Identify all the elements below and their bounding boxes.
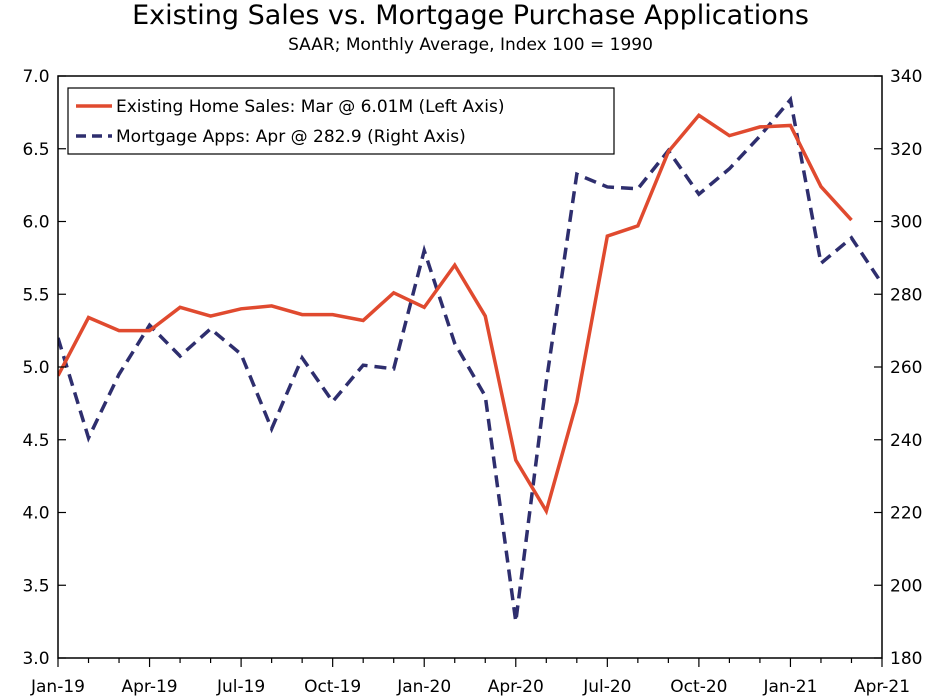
legend: Existing Home Sales: Mar @ 6.01M (Left A… <box>67 87 615 155</box>
x-axis-tick-label: Jan-19 <box>30 677 85 697</box>
chart-title: Existing Sales vs. Mortgage Purchase App… <box>132 0 809 31</box>
series-layer <box>58 95 882 622</box>
right-axis-tick-label: 340 <box>890 67 922 87</box>
left-axis-tick-label: 5.0 <box>22 358 49 378</box>
x-axis-tick-label: Apr-19 <box>122 677 178 697</box>
x-axis-tick-label: Apr-21 <box>854 677 910 697</box>
series-line-mortgage-apps <box>58 95 882 622</box>
legend-label-mortgage-apps: Mortgage Apps: Apr @ 282.9 (Right Axis) <box>116 127 466 147</box>
x-axis-tick-label: Jul-19 <box>216 677 265 697</box>
left-axis-tick-label: 5.5 <box>22 285 49 305</box>
right-axis-tick-label: 220 <box>890 504 922 524</box>
right-axis-tick-label: 240 <box>890 431 922 451</box>
right-axis-tick-label: 200 <box>890 576 922 596</box>
x-axis-tick-label: Oct-20 <box>670 677 727 697</box>
series-line-existing-sales <box>58 112 853 516</box>
legend-label-existing-sales: Existing Home Sales: Mar @ 6.01M (Left A… <box>116 97 504 117</box>
x-axis-tick-label: Jul-20 <box>582 677 631 697</box>
left-axis-tick-label: 6.0 <box>22 213 49 233</box>
right-axis-tick-label: 320 <box>890 140 922 160</box>
right-axis-tick-label: 180 <box>890 649 922 669</box>
x-axis-tick-label: Oct-19 <box>304 677 361 697</box>
left-axis-tick-label: 3.0 <box>22 649 49 669</box>
x-axis-tick-label: Jan-21 <box>762 677 817 697</box>
legend-box <box>67 87 615 155</box>
chart-subtitle: SAAR; Monthly Average, Index 100 = 1990 <box>288 35 653 55</box>
right-axis-tick-label: 300 <box>890 213 922 233</box>
x-axis-tick-label: Jan-20 <box>396 677 451 697</box>
axis-layer: 3.0 3.5 4.0 4.5 5.0 5.5 6.0 6.5 7.0 180 200 220 240 2… <box>22 67 922 697</box>
x-axis-tick-label: Apr-20 <box>488 677 544 697</box>
right-axis-tick-label: 280 <box>890 285 922 305</box>
left-axis-tick-label: 7.0 <box>22 67 49 87</box>
left-axis-tick-label: 4.0 <box>22 504 49 524</box>
left-axis-tick-label: 4.5 <box>22 431 49 451</box>
left-axis-tick-label: 6.5 <box>22 140 49 160</box>
left-axis-tick-label: 3.5 <box>22 576 49 596</box>
right-axis-tick-label: 260 <box>890 358 922 378</box>
